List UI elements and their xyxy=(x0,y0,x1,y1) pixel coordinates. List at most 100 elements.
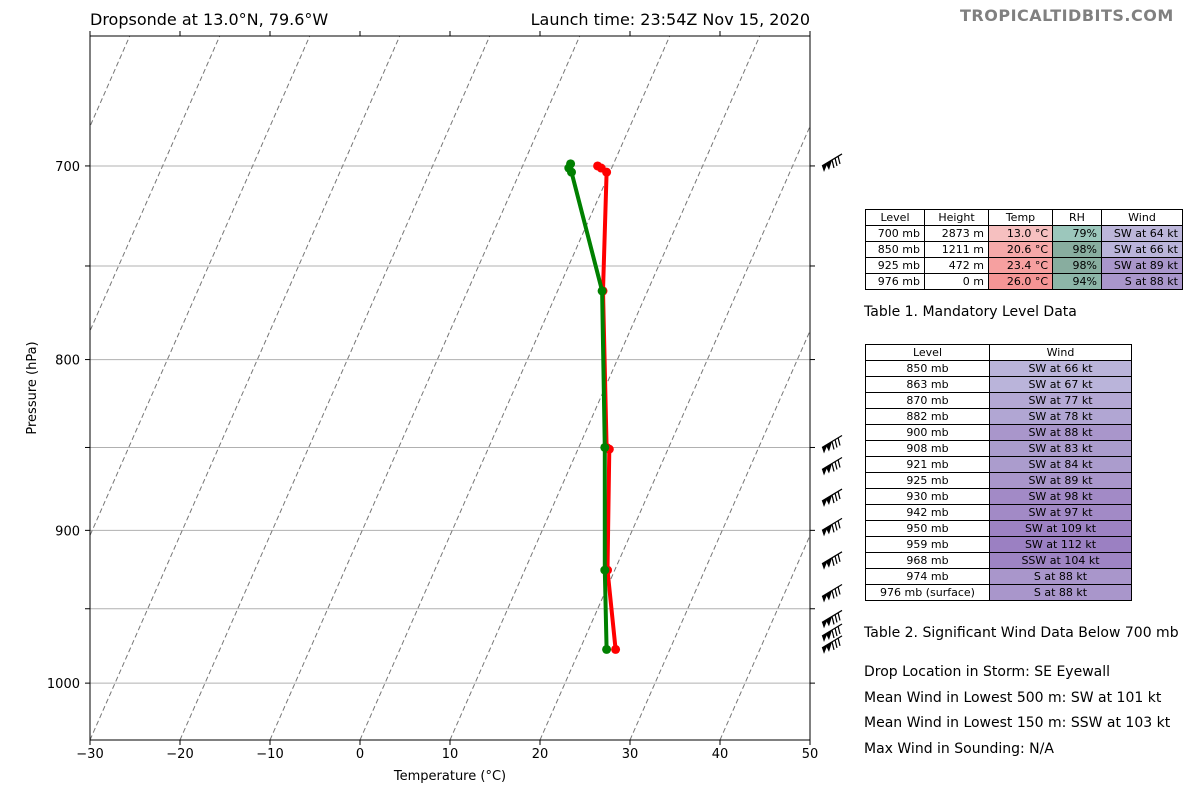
table-cell: SW at 77 kt xyxy=(989,392,1132,409)
dewpoint-point xyxy=(600,442,610,452)
table-cell: 925 mb xyxy=(865,472,990,489)
table-cell: SW at 66 kt xyxy=(1101,241,1183,258)
table-header-cell: Temp xyxy=(988,209,1053,226)
info-mean-wind-500m: Mean Wind in Lowest 500 m: SW at 101 kt xyxy=(864,690,1162,706)
table-cell: 976 mb (surface) xyxy=(865,584,990,601)
isotherm-line xyxy=(629,329,810,740)
x-tick-label: 50 xyxy=(802,747,819,762)
table-row: 950 mb SW at 109 kt xyxy=(865,520,1132,537)
table-cell: 98% xyxy=(1052,241,1102,258)
table-row: 976 mb (surface) S at 88 kt xyxy=(865,584,1132,601)
y-tick-label: 800 xyxy=(55,354,80,369)
table-cell: 921 mb xyxy=(865,456,990,473)
table-cell: 974 mb xyxy=(865,568,990,585)
table-cell: SW at 88 kt xyxy=(989,424,1132,441)
table-header-cell: Level xyxy=(865,344,990,361)
table-row: 930 mb SW at 98 kt xyxy=(865,488,1132,505)
info-drop-location: Drop Location in Storm: SE Eyewall xyxy=(864,664,1110,680)
x-tick-label: 10 xyxy=(442,747,459,762)
plot-frame xyxy=(89,35,811,741)
table-cell: 959 mb xyxy=(865,536,990,553)
table-cell: SW at 109 kt xyxy=(989,520,1132,537)
table-cell: 850 mb xyxy=(865,360,990,377)
wind-barb xyxy=(821,551,843,570)
table-cell: 900 mb xyxy=(865,424,990,441)
wind-barb xyxy=(821,635,843,654)
table2-caption: Table 2. Significant Wind Data Below 700… xyxy=(864,625,1179,641)
x-tick-label: 40 xyxy=(712,747,729,762)
x-tick-label: 0 xyxy=(356,747,364,762)
isotherm-line xyxy=(539,125,810,740)
table-cell: 930 mb xyxy=(865,488,990,505)
table-row: 900 mb SW at 88 kt xyxy=(865,424,1132,441)
table-cell: S at 88 kt xyxy=(989,568,1132,585)
table-cell: SW at 84 kt xyxy=(989,456,1132,473)
table-cell: SW at 89 kt xyxy=(989,472,1132,489)
table-row: 974 mb S at 88 kt xyxy=(865,568,1132,585)
table-row: 863 mb SW at 67 kt xyxy=(865,376,1132,393)
wind-barb xyxy=(821,488,843,508)
y-tick-label: 700 xyxy=(55,160,80,175)
table-cell: SW at 112 kt xyxy=(989,536,1132,553)
brand-logo-text: TROPICALTIDBITS.COM xyxy=(960,6,1174,25)
x-tick-label: −20 xyxy=(166,747,193,762)
skewt-chart: −30 −20 −10 0 10 20 30 40 50 700 800 900 1000 Tempera… xyxy=(25,31,843,784)
table-cell: 908 mb xyxy=(865,440,990,457)
table-row: 850 mb SW at 66 kt xyxy=(865,360,1132,377)
table-cell: 98% xyxy=(1052,257,1102,274)
dewpoint-point xyxy=(597,286,607,296)
table-row: 921 mb SW at 84 kt xyxy=(865,456,1132,473)
x-tick-label: −30 xyxy=(76,747,103,762)
table-cell: 882 mb xyxy=(865,408,990,425)
table-header-cell: Wind xyxy=(1101,209,1183,226)
wind-barb xyxy=(821,517,843,537)
y-tick-label: 900 xyxy=(55,524,80,539)
x-tick-label: −10 xyxy=(256,747,283,762)
table-cell: 976 mb xyxy=(865,273,925,290)
isotherm-line xyxy=(359,36,671,740)
table-cell: 0 m xyxy=(924,273,989,290)
table-header-cell: Wind xyxy=(989,344,1132,361)
temperature-point xyxy=(611,644,621,654)
table-cell: 925 mb xyxy=(865,257,925,274)
table-header-row: Level Height Temp RH Wind xyxy=(865,209,1183,226)
mandatory-level-table: Level Height Temp RH Wind 700 mb 2873 m 13.0 °C… xyxy=(865,209,1183,290)
table-cell: S at 88 kt xyxy=(1101,273,1183,290)
table1-caption: Table 1. Mandatory Level Data xyxy=(864,304,1077,320)
isotherm-line xyxy=(90,36,221,333)
table-row: 850 mb 1211 m 20.6 °C 98% SW at 66 kt xyxy=(865,241,1183,258)
table-row: 870 mb SW at 77 kt xyxy=(865,392,1132,409)
table-cell: 1211 m xyxy=(924,241,989,258)
table-row: 700 mb 2873 m 13.0 °C 79% SW at 64 kt xyxy=(865,225,1183,242)
table-cell: 472 m xyxy=(924,257,989,274)
table-cell: 2873 m xyxy=(924,225,989,242)
isotherm-group xyxy=(90,36,810,740)
x-tick-label: 20 xyxy=(532,747,549,762)
table-cell: 700 mb xyxy=(865,225,925,242)
table-cell: 20.6 °C xyxy=(988,241,1053,258)
info-mean-wind-150m: Mean Wind in Lowest 150 m: SSW at 103 kt xyxy=(864,715,1171,731)
table-cell: SW at 97 kt xyxy=(989,504,1132,521)
info-max-wind: Max Wind in Sounding: N/A xyxy=(864,741,1054,757)
isotherm-line xyxy=(719,534,810,740)
wind-barb xyxy=(821,609,843,629)
table-row: 908 mb SW at 83 kt xyxy=(865,440,1132,457)
wind-barb xyxy=(821,153,843,172)
table-row: 959 mb SW at 112 kt xyxy=(865,536,1132,553)
wind-barb xyxy=(821,456,843,476)
dewpoint-point xyxy=(600,565,610,575)
table-row: 942 mb SW at 97 kt xyxy=(865,504,1132,521)
x-tick-label: 30 xyxy=(622,747,639,762)
table-cell: S at 88 kt xyxy=(989,584,1132,601)
wind-barb xyxy=(821,583,843,603)
table-row: 925 mb SW at 89 kt xyxy=(865,472,1132,489)
table-cell: 942 mb xyxy=(865,504,990,521)
table-cell: SW at 67 kt xyxy=(989,376,1132,393)
table-cell: 26.0 °C xyxy=(988,273,1053,290)
table-row: 882 mb SW at 78 kt xyxy=(865,408,1132,425)
table-row: 925 mb 472 m 23.4 °C 98% SW at 89 kt xyxy=(865,257,1183,274)
dewpoint-point xyxy=(567,167,576,177)
isotherm-line xyxy=(90,36,401,740)
table-cell: SW at 83 kt xyxy=(989,440,1132,457)
x-axis-label: Temperature (°C) xyxy=(393,769,506,784)
